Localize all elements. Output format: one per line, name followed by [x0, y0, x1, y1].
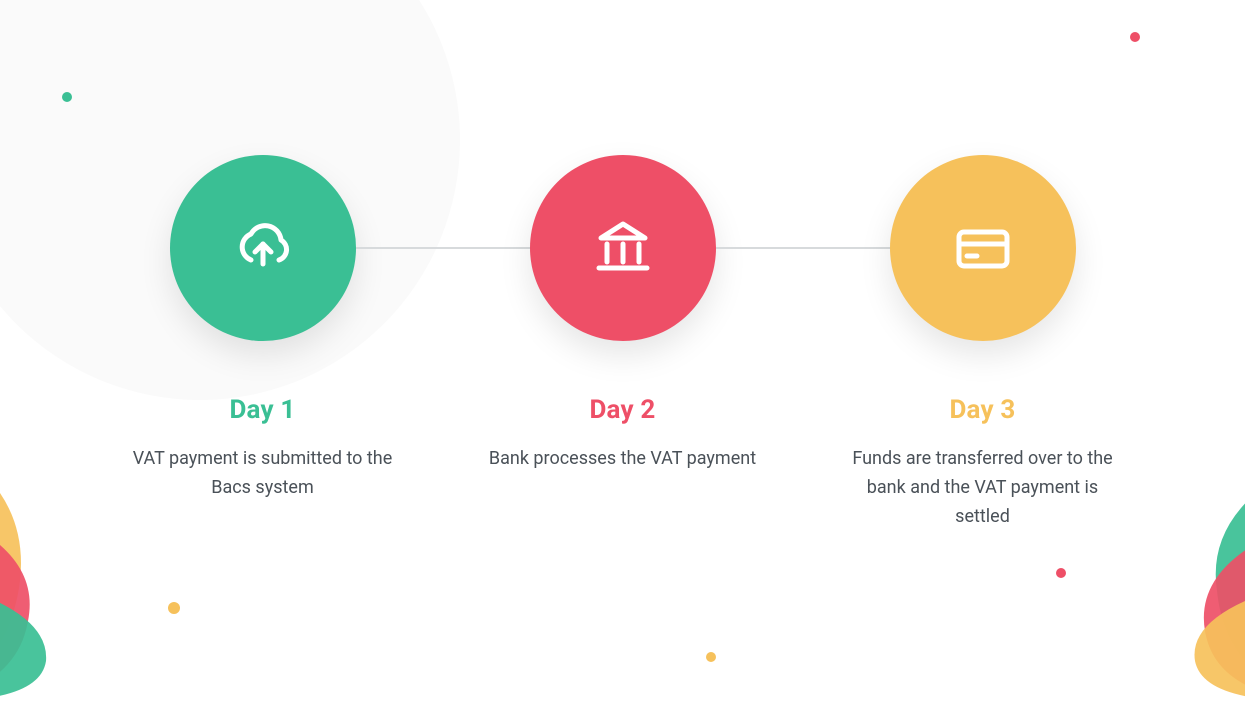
step-2-description: Bank processes the VAT payment: [480, 445, 766, 474]
step-3-title: Day 3: [840, 395, 1126, 425]
step-3-circle: [890, 155, 1076, 341]
credit-card-icon: [951, 216, 1015, 280]
step-3-block: Day 3 Funds are transferred over to the …: [828, 395, 1138, 531]
decor-dot: [1130, 32, 1140, 42]
connector-line: [356, 247, 530, 249]
step-1-title: Day 1: [120, 395, 406, 425]
cloud-upload-icon: [231, 216, 295, 280]
process-steps-row: [0, 155, 1245, 341]
decor-dot: [168, 602, 180, 614]
decor-dot: [62, 92, 72, 102]
connector-line: [716, 247, 890, 249]
step-1-block: Day 1 VAT payment is submitted to the Ba…: [108, 395, 418, 531]
decor-dot: [706, 652, 716, 662]
decor-dot: [1056, 568, 1066, 578]
step-1-description: VAT payment is submitted to the Bacs sys…: [120, 445, 406, 503]
process-labels-row: Day 1 VAT payment is submitted to the Ba…: [0, 395, 1245, 531]
step-1-circle: [170, 155, 356, 341]
step-3-description: Funds are transferred over to the bank a…: [840, 445, 1126, 531]
step-2-title: Day 2: [480, 395, 766, 425]
step-2-block: Day 2 Bank processes the VAT payment: [468, 395, 778, 531]
step-2-circle: [530, 155, 716, 341]
bank-icon: [591, 216, 655, 280]
